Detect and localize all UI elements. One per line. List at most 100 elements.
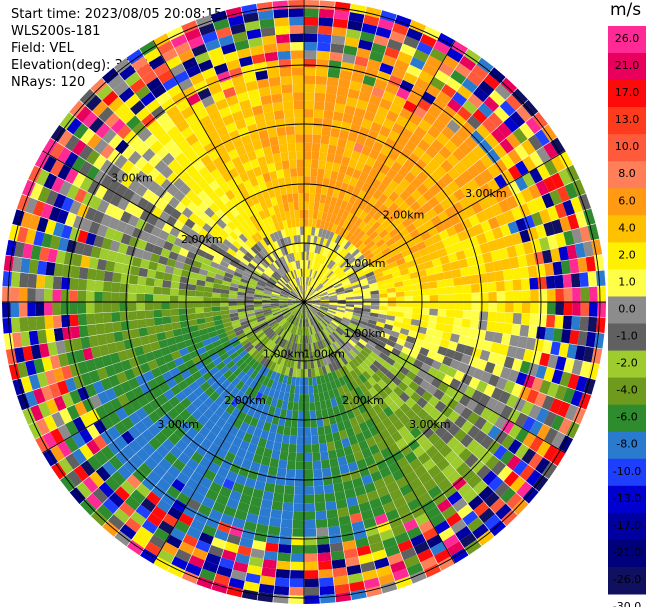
- ppi-gate: [340, 200, 349, 210]
- ppi-gate: [304, 67, 316, 76]
- ppi-gate: [483, 96, 500, 112]
- ppi-gate: [395, 238, 406, 248]
- ppi-gate: [488, 476, 504, 492]
- ppi-gate: [404, 307, 413, 314]
- ppi-gate: [381, 348, 392, 357]
- ppi-gate: [480, 435, 495, 450]
- ppi-gate: [363, 203, 373, 214]
- ppi-gate: [369, 336, 379, 344]
- ppi-gate: [335, 256, 344, 265]
- ppi-gate: [467, 517, 484, 533]
- ppi-gate: [338, 217, 346, 228]
- ppi-gate: [357, 242, 367, 252]
- ppi-gate: [518, 203, 531, 218]
- ppi-gate: [468, 265, 478, 276]
- ppi-gate: [471, 64, 489, 80]
- ppi-gate: [471, 292, 481, 302]
- ppi-gate: [339, 322, 348, 330]
- ppi-gate: [452, 497, 468, 513]
- colorbar-tick-label: -8.0: [616, 438, 637, 451]
- ppi-gate: [425, 267, 436, 276]
- ppi-gate: [521, 302, 531, 314]
- ppi-gate: [362, 302, 372, 306]
- ppi-gate: [324, 258, 332, 267]
- ppi-gate: [487, 351, 499, 364]
- ppi-gate: [324, 161, 334, 171]
- ppi-gate: [346, 184, 355, 195]
- ppi-gate: [410, 319, 420, 327]
- ppi-gate: [403, 341, 414, 350]
- ppi-gate: [404, 420, 417, 433]
- ppi-gate: [426, 243, 438, 254]
- ppi-gate: [462, 489, 479, 504]
- ppi-gate: [361, 23, 378, 35]
- ppi-gate: [434, 191, 447, 204]
- ppi-gate: [315, 219, 322, 229]
- ppi-gate: [503, 356, 515, 369]
- ppi-gate: [316, 285, 324, 292]
- ppi-gate: [449, 233, 461, 245]
- ppi-gate: [348, 275, 358, 282]
- ppi-gate: [314, 314, 321, 322]
- ppi-gate: [393, 196, 405, 207]
- ppi-gate: [433, 265, 444, 274]
- ppi-gate: [478, 449, 494, 465]
- ppi-gate: [338, 247, 347, 257]
- ppi-gate: [361, 145, 372, 157]
- ppi-gate: [319, 306, 329, 310]
- ppi-gate: [344, 36, 360, 48]
- ppi-gate: [305, 268, 308, 277]
- ppi-gate: [396, 87, 411, 100]
- ppi-gate: [344, 267, 354, 275]
- ppi-gate: [335, 312, 344, 317]
- ppi-gate: [445, 76, 462, 92]
- ppi-gate: [442, 484, 458, 499]
- ppi-gate: [309, 288, 316, 296]
- ppi-gate: [547, 234, 559, 250]
- ppi-gate: [319, 264, 325, 273]
- ppi-gate: [407, 152, 420, 165]
- ppi-gate: [360, 335, 370, 343]
- ppi-gate: [526, 389, 539, 404]
- ppi-gate: [338, 164, 348, 175]
- ppi-gate: [310, 260, 315, 270]
- ppi-gate: [398, 201, 410, 212]
- ppi-gate: [358, 153, 369, 164]
- ppi-gate: [449, 133, 464, 148]
- ppi-gate: [432, 203, 445, 215]
- ppi-gate: [522, 241, 534, 255]
- ppi-gate: [385, 319, 395, 326]
- ppi-gate: [473, 173, 487, 188]
- ppi-gate: [480, 406, 493, 421]
- ppi-gate: [304, 176, 311, 185]
- ppi-gate: [319, 246, 325, 255]
- ppi-gate: [439, 338, 450, 349]
- ppi-gate: [466, 398, 479, 412]
- ppi-gate: [337, 258, 346, 267]
- ppi-gate: [344, 202, 354, 213]
- ppi-gate: [362, 370, 372, 381]
- ppi-gate: [556, 185, 571, 203]
- ppi-gate: [533, 196, 547, 212]
- ppi-gate: [316, 176, 324, 186]
- ppi-gate: [405, 223, 417, 234]
- ppi-gate: [437, 478, 452, 492]
- ppi-gate: [361, 311, 371, 316]
- ppi-gate: [328, 261, 336, 270]
- ppi-gate: [466, 256, 477, 267]
- ppi-gate: [531, 377, 544, 392]
- ppi-gate: [322, 279, 331, 287]
- ppi-gate: [315, 283, 322, 291]
- ppi-gate: [304, 75, 316, 85]
- ppi-gate: [520, 278, 531, 291]
- ppi-gate: [321, 126, 332, 137]
- ppi-gate: [515, 105, 532, 123]
- ppi-gate: [353, 197, 363, 208]
- ppi-gate: [319, 275, 327, 284]
- ppi-gate: [446, 366, 458, 378]
- ppi-gate: [453, 277, 463, 286]
- ppi-gate: [518, 386, 532, 401]
- ppi-gate: [467, 93, 484, 109]
- ppi-gate: [460, 407, 473, 420]
- ppi-gate: [318, 321, 326, 330]
